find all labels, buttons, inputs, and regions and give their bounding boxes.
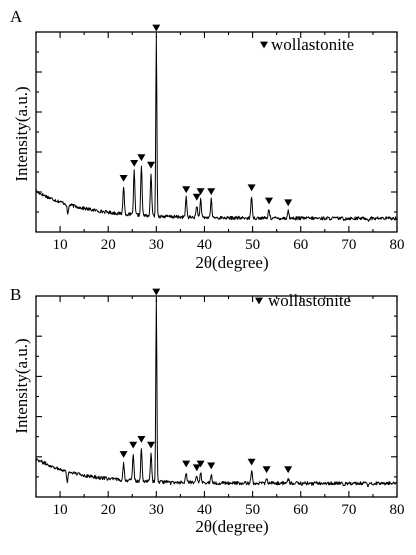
panel-b-wollastonite-marker [147, 441, 155, 449]
panel-a-plot-frame [35, 31, 398, 233]
panel-a-x-axis-title: 2θ(degree) [195, 253, 268, 272]
panel-b-wollastonite-marker [137, 436, 146, 443]
panel-b-legend-label: wollastonite [268, 291, 351, 310]
panel-a-x-tick-label: 30 [149, 237, 164, 253]
panel-a-label: A [10, 7, 23, 26]
panel-a-wollastonite-marker [247, 184, 256, 192]
panel-a-x-tick-label: 10 [53, 237, 68, 253]
panel-b-x-tick-label: 40 [197, 502, 212, 518]
panel-b-y-axis-title: Intensity(a.u.) [12, 338, 31, 433]
panel-b-x-tick-label: 60 [293, 502, 308, 518]
panel-b-plot-frame [35, 295, 398, 498]
panel-b-x-axis-title: 2θ(degree) [195, 517, 268, 536]
panel-b-label: B [10, 285, 21, 304]
panel-a-wollastonite-marker [137, 154, 146, 162]
panel-b-x-tick-label: 10 [53, 502, 68, 518]
panel-b-wollastonite-marker [152, 288, 161, 296]
panel-a-x-tick-label: 80 [390, 237, 405, 253]
panel-b-wollastonite-marker [196, 460, 205, 468]
panel-b-wollastonite-marker [192, 464, 201, 472]
panel-a-wollastonite-marker [196, 188, 205, 195]
panel-b-wollastonite-marker [129, 441, 138, 449]
panel-a-wollastonite-marker [147, 161, 155, 169]
panel-b-x-tick-label: 30 [149, 502, 164, 518]
panel-a-wollastonite-marker [207, 188, 216, 195]
panel-b-wollastonite-marker [247, 458, 256, 466]
panel-a-x-tick-label: 60 [293, 237, 308, 253]
panel-a-wollastonite-marker [192, 193, 201, 201]
panel-a-wollastonite-marker [152, 24, 161, 32]
panel-a-xrd-trace [35, 36, 398, 222]
panel-b-wollastonite-marker [119, 451, 128, 458]
panel-a-wollastonite-marker [265, 197, 273, 205]
panel-b-x-tick-label: 50 [245, 502, 260, 518]
panel-b-x-tick-label: 70 [341, 502, 356, 518]
panel-b-wollastonite-marker [182, 460, 191, 468]
panel-a-x-tick-label: 50 [245, 237, 260, 253]
panel-a-x-tick-label: 70 [341, 237, 356, 253]
panel-b-x-tick-label: 20 [101, 502, 116, 518]
panel-b-wollastonite-marker [207, 462, 216, 470]
panel-a: A wollastonite Intensity(a.u.) 2θ(degree… [10, 7, 405, 272]
panel-b-legend-marker [255, 297, 263, 305]
panel-a-x-tick-label: 20 [101, 237, 116, 253]
panel-b-x-tick-label: 80 [390, 502, 405, 518]
panel-b-wollastonite-marker [284, 466, 293, 474]
panel-b-xrd-trace [35, 298, 398, 488]
panel-b-wollastonite-marker [262, 466, 271, 474]
panel-a-legend-marker [260, 41, 268, 49]
panel-a-wollastonite-marker [182, 186, 191, 194]
panel-a-y-axis-title: Intensity(a.u.) [12, 86, 31, 181]
panel-a-wollastonite-marker [284, 199, 293, 207]
panel-a-wollastonite-marker [119, 175, 128, 182]
panel-a-wollastonite-marker [130, 160, 139, 167]
panel-a-x-tick-label: 40 [197, 237, 212, 253]
panel-a-legend-label: wollastonite [271, 35, 354, 54]
panel-b: B wollastonite Intensity(a.u.) 2θ(degree… [10, 285, 405, 536]
